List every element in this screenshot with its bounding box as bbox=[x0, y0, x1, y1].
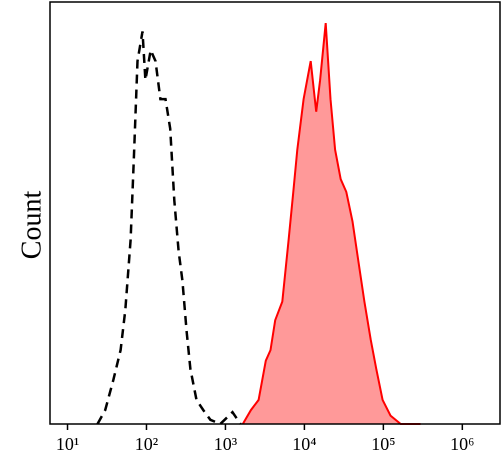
x-tick-label: 10⁶ bbox=[450, 434, 474, 454]
x-tick-label: 10² bbox=[135, 434, 158, 454]
line bbox=[96, 31, 242, 426]
x-tick-label: 10⁴ bbox=[292, 434, 316, 454]
x-tick-label: 10¹ bbox=[56, 434, 79, 454]
y-axis-label: Count bbox=[16, 191, 47, 260]
x-tick-label: 10⁵ bbox=[371, 434, 395, 454]
x-tick-label: 10³ bbox=[214, 434, 238, 454]
area bbox=[242, 23, 421, 424]
plot-frame bbox=[49, 1, 501, 425]
line bbox=[241, 23, 421, 425]
